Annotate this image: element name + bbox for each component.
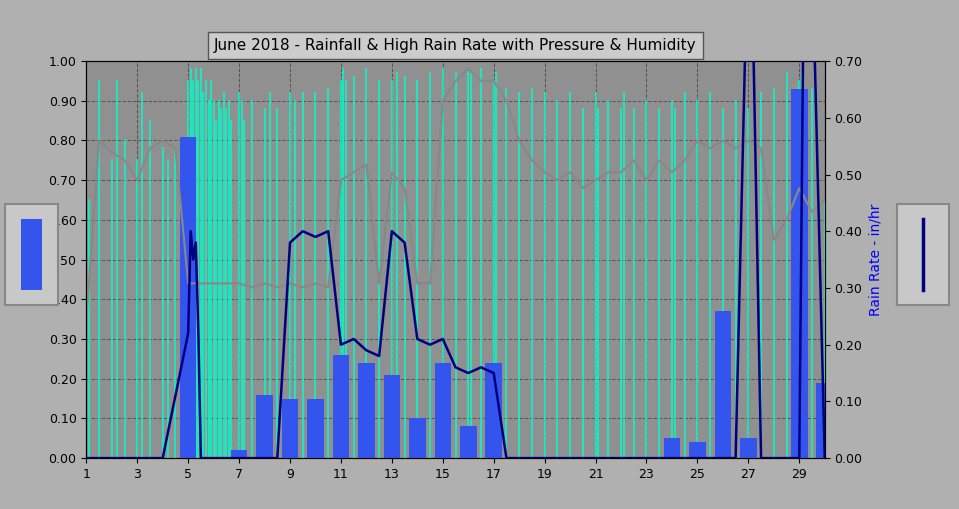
Bar: [409, 418, 426, 458]
Bar: [358, 363, 375, 458]
Bar: [664, 438, 680, 458]
Y-axis label: Rain - in: Rain - in: [29, 231, 43, 288]
Bar: [282, 399, 298, 458]
Bar: [740, 438, 757, 458]
Bar: [460, 427, 477, 458]
Bar: [434, 363, 451, 458]
Bar: [333, 355, 349, 458]
Bar: [231, 450, 247, 458]
Bar: [21, 219, 42, 290]
Bar: [256, 394, 272, 458]
Title: June 2018 - Rainfall & High Rain Rate with Pressure & Humidity: June 2018 - Rainfall & High Rain Rate wi…: [214, 38, 697, 53]
Bar: [690, 442, 706, 458]
Bar: [180, 136, 197, 458]
Bar: [307, 399, 324, 458]
Bar: [714, 311, 731, 458]
Bar: [384, 375, 400, 458]
Bar: [485, 363, 502, 458]
Bar: [816, 383, 833, 458]
Bar: [791, 89, 807, 458]
Y-axis label: Rain Rate - in/hr: Rain Rate - in/hr: [868, 204, 882, 316]
